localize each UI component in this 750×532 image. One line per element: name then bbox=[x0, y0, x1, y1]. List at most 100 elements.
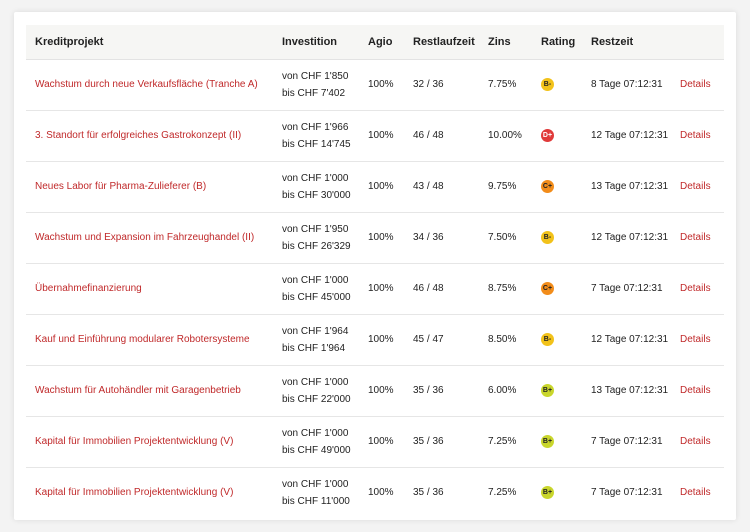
project-link[interactable]: 3. Standort für erfolgreiches Gastrokonz… bbox=[35, 130, 242, 141]
details-link[interactable]: Details bbox=[680, 487, 711, 499]
details-link[interactable]: Details bbox=[680, 334, 711, 345]
column-header-project[interactable]: Kreditprojekt bbox=[26, 25, 273, 60]
details-cell: Details bbox=[671, 59, 724, 110]
rate-value: 8.75% bbox=[479, 262, 532, 314]
column-header-time-left[interactable]: Restzeit bbox=[582, 25, 671, 60]
investment-max: bis CHF 45'000 bbox=[282, 291, 351, 303]
agio-value: 100% bbox=[368, 79, 394, 90]
details-link[interactable]: Details bbox=[680, 181, 711, 192]
rate-value: 7.25% bbox=[479, 466, 532, 518]
investment-cell: von CHF 1'950 bis CHF 26'329 bbox=[273, 211, 359, 263]
investment-cell: von CHF 1'000 bis CHF 45'000 bbox=[273, 262, 359, 314]
investment-cell: von CHF 1'964 bis CHF 1'964 bbox=[273, 313, 359, 365]
details-link[interactable]: Details bbox=[680, 385, 711, 396]
term-value: 35 / 36 bbox=[404, 415, 479, 467]
column-header-rating[interactable]: Rating bbox=[532, 25, 582, 60]
details-cell: Details bbox=[671, 211, 724, 263]
time-left-value: 13 Tage 07:12:31 bbox=[582, 364, 671, 416]
column-header-rate[interactable]: Zins bbox=[479, 25, 532, 60]
investment-min: von CHF 1'950 bbox=[282, 223, 349, 235]
credit-projects-card: Kreditprojekt Investition Agio Restlaufz… bbox=[14, 12, 736, 520]
investment-min: von CHF 1'000 bbox=[282, 427, 349, 439]
time-left-value: 12 Tage 07:12:31 bbox=[582, 211, 671, 263]
project-cell: 3. Standort für erfolgreiches Gastrokonz… bbox=[26, 109, 273, 161]
table-row: Neues Labor für Pharma-Zulieferer (B) vo… bbox=[26, 160, 724, 212]
column-header-term[interactable]: Restlaufzeit bbox=[404, 25, 479, 60]
table-row: Kauf und Einführung modularer Robotersys… bbox=[26, 313, 724, 365]
rate-value: 10.00% bbox=[479, 109, 532, 161]
investment-max: bis CHF 49'000 bbox=[282, 444, 351, 456]
investment-min: von CHF 1'850 bbox=[282, 70, 349, 82]
project-link[interactable]: Wachstum für Autohändler mit Garagenbetr… bbox=[35, 385, 241, 396]
details-link[interactable]: Details bbox=[680, 79, 711, 90]
investment-min: von CHF 1'000 bbox=[282, 172, 349, 184]
column-header-actions bbox=[671, 25, 724, 60]
investment-cell: von CHF 1'850 bis CHF 7'402 bbox=[273, 59, 359, 110]
investment-max: bis CHF 14'745 bbox=[282, 138, 351, 150]
term-value: 34 / 36 bbox=[404, 211, 479, 263]
rating-cell: B- bbox=[532, 59, 582, 110]
details-link[interactable]: Details bbox=[680, 283, 711, 294]
investment-cell: von CHF 1'000 bis CHF 22'000 bbox=[273, 364, 359, 416]
details-link[interactable]: Details bbox=[680, 436, 711, 447]
rating-badge: C+ bbox=[541, 180, 554, 193]
rating-badge: B- bbox=[541, 78, 554, 91]
rating-cell: B+ bbox=[532, 415, 582, 467]
project-cell: Kauf und Einführung modularer Robotersys… bbox=[26, 313, 273, 365]
investment-max: bis CHF 26'329 bbox=[282, 240, 351, 252]
table-row: Wachstum für Autohändler mit Garagenbetr… bbox=[26, 364, 724, 416]
rating-badge: D+ bbox=[541, 129, 554, 142]
details-link[interactable]: Details bbox=[680, 232, 711, 243]
investment-max: bis CHF 30'000 bbox=[282, 189, 351, 201]
investment-max: bis CHF 22'000 bbox=[282, 393, 351, 405]
agio-value: 100% bbox=[359, 313, 404, 365]
term-value: 35 / 36 bbox=[404, 364, 479, 416]
details-cell: Details bbox=[671, 262, 724, 314]
rate-value: 7.75% bbox=[488, 79, 517, 90]
term-value: 32 / 36 bbox=[413, 79, 444, 90]
project-link[interactable]: Neues Labor für Pharma-Zulieferer (B) bbox=[35, 181, 207, 192]
project-link[interactable]: Kapital für Immobilien Projektentwicklun… bbox=[35, 487, 234, 499]
column-header-agio[interactable]: Agio bbox=[359, 25, 404, 60]
table-row: Kapital für Immobilien Projektentwicklun… bbox=[26, 466, 724, 518]
project-link[interactable]: Übernahmefinanzierung bbox=[35, 283, 142, 294]
term-value: 46 / 48 bbox=[404, 262, 479, 314]
details-cell: Details bbox=[671, 109, 724, 161]
project-link[interactable]: Wachstum durch neue Verkaufsfläche (Tran… bbox=[35, 79, 258, 90]
agio-value: 100% bbox=[359, 160, 404, 212]
investment-min: von CHF 1'964 bbox=[282, 325, 349, 337]
investment-max: bis CHF 11'000 bbox=[282, 495, 350, 507]
agio-value: 100% bbox=[359, 109, 404, 161]
rating-badge: B- bbox=[541, 231, 554, 244]
column-header-investment[interactable]: Investition bbox=[273, 25, 359, 60]
term-value: 46 / 48 bbox=[404, 109, 479, 161]
rate-value: 7.50% bbox=[479, 211, 532, 263]
investment-min: von CHF 1'966 bbox=[282, 121, 349, 133]
time-left-value: 8 Tage 07:12:31 bbox=[591, 79, 663, 90]
rating-badge: C+ bbox=[541, 282, 554, 295]
investment-min: von CHF 1'000 bbox=[282, 376, 349, 388]
rating-cell: B- bbox=[532, 313, 582, 365]
project-cell: Kapital für Immobilien Projektentwicklun… bbox=[26, 415, 273, 467]
table-row: Wachstum und Expansion im Fahrzeughandel… bbox=[26, 211, 724, 263]
rating-cell: B+ bbox=[532, 364, 582, 416]
rating-badge: B+ bbox=[541, 486, 554, 500]
table-header: Kreditprojekt Investition Agio Restlaufz… bbox=[26, 25, 724, 60]
credit-projects-table: Kreditprojekt Investition Agio Restlaufz… bbox=[26, 25, 724, 518]
rate-value: 6.00% bbox=[479, 364, 532, 416]
agio-value: 100% bbox=[359, 262, 404, 314]
project-cell: Kapital für Immobilien Projektentwicklun… bbox=[26, 466, 273, 518]
project-link[interactable]: Kapital für Immobilien Projektentwicklun… bbox=[35, 436, 234, 447]
agio-value: 100% bbox=[359, 466, 404, 518]
term-value: 35 / 36 bbox=[404, 466, 479, 518]
table-row: 3. Standort für erfolgreiches Gastrokonz… bbox=[26, 109, 724, 161]
agio-value: 100% bbox=[359, 415, 404, 467]
table-row: Übernahmefinanzierung von CHF 1'000 bis … bbox=[26, 262, 724, 314]
project-link[interactable]: Wachstum und Expansion im Fahrzeughandel… bbox=[35, 232, 255, 243]
details-cell: Details bbox=[671, 466, 724, 518]
investment-min: von CHF 1'000 bbox=[282, 274, 349, 286]
details-link[interactable]: Details bbox=[680, 130, 711, 141]
rating-cell: B+ bbox=[532, 466, 582, 518]
table-row: Wachstum durch neue Verkaufsfläche (Tran… bbox=[26, 59, 724, 110]
project-link[interactable]: Kauf und Einführung modularer Robotersys… bbox=[35, 334, 250, 345]
